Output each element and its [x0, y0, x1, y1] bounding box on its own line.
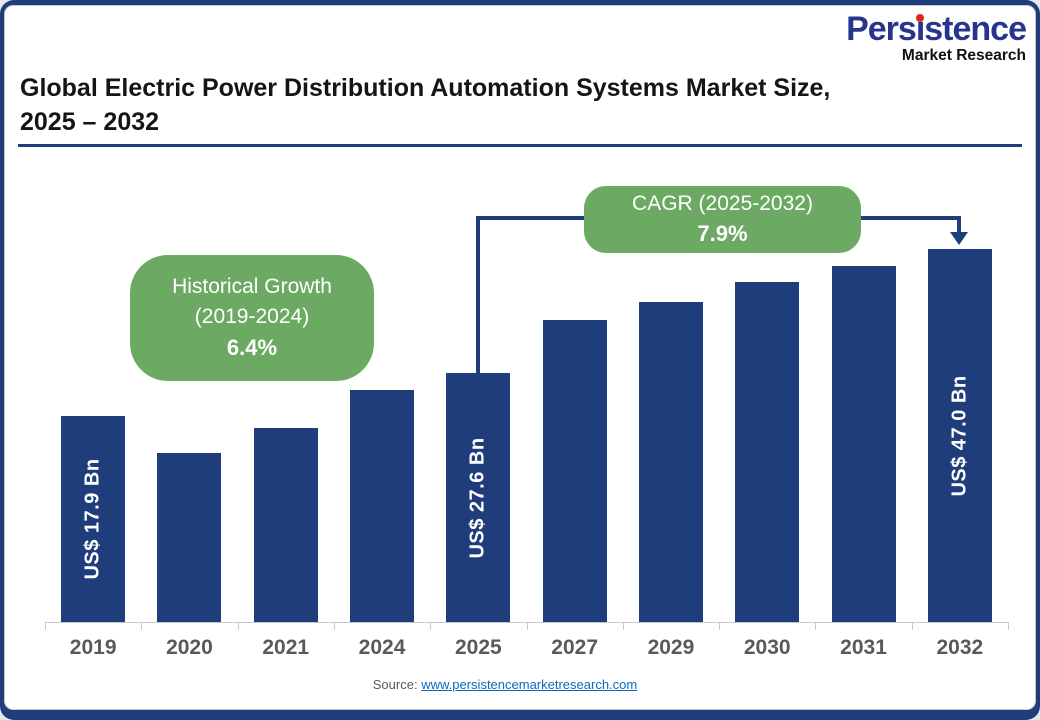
- x-axis-tick: [430, 622, 432, 630]
- cagr-callout: CAGR (2025-2032) 7.9%: [584, 186, 861, 253]
- bar-2027: [542, 320, 607, 622]
- cagr-value: 7.9%: [697, 220, 748, 246]
- x-axis-tick: [45, 622, 46, 630]
- cagr-arrowhead-icon: [950, 232, 968, 245]
- x-axis-label-2027: 2027: [551, 636, 598, 659]
- page-title: Global Electric Power Distribution Autom…: [20, 72, 1000, 140]
- x-axis-tick: [526, 622, 528, 630]
- x-axis-tick: [622, 622, 624, 630]
- bar-2031: [831, 266, 896, 622]
- source-line: Source: www.persistencemarketresearch.co…: [0, 677, 1010, 692]
- brand-logo-subtitle: Market Research: [901, 47, 1026, 64]
- brand-logo-wordmark: Persistence: [846, 10, 1027, 48]
- x-axis-tick: [237, 622, 239, 630]
- bar-2021: [253, 428, 318, 622]
- x-axis-tick: [719, 622, 721, 630]
- x-axis-label-2019: 2019: [69, 636, 117, 659]
- logo-red-dot-i: i: [915, 10, 926, 48]
- cagr-bracket-horizontal-right: [850, 216, 961, 220]
- x-axis-label-2032: 2032: [936, 636, 984, 659]
- bar-2029: [638, 302, 703, 622]
- source-link[interactable]: www.persistencemarketresearch.com: [421, 677, 638, 692]
- x-axis-label-2031: 2031: [840, 636, 887, 659]
- x-axis-label-2020: 2020: [166, 636, 213, 659]
- bar-value-label-2019: US$ 17.9 Bn: [81, 458, 104, 580]
- cagr-bracket-vertical-left: [476, 216, 480, 373]
- bar-2030: [735, 282, 800, 622]
- bar-2020: [157, 453, 222, 622]
- x-axis-tick: [333, 622, 335, 630]
- page-title-line1: Global Electric Power Distribution Autom…: [20, 74, 831, 102]
- historical-growth-value: 6.4%: [226, 335, 278, 361]
- bar-2019: US$ 17.9 Bn: [61, 416, 126, 622]
- bar-2032: US$ 47.0 Bn: [927, 249, 992, 622]
- page-title-line2: 2025 – 2032: [20, 107, 160, 136]
- historical-growth-line1: Historical Growth: [172, 274, 332, 298]
- logo-text-post: stence: [924, 10, 1027, 48]
- brand-logo: Persistence Market Research: [846, 10, 1027, 64]
- x-axis-label-2030: 2030: [743, 636, 791, 659]
- cagr-bracket-vertical-right: [957, 216, 961, 234]
- x-axis-label-2025: 2025: [454, 636, 502, 659]
- x-axis-tick: [1008, 622, 1009, 630]
- bar-2024: [350, 390, 415, 622]
- bar-value-label-2032: US$ 47.0 Bn: [948, 374, 971, 497]
- bar-2025: US$ 27.6 Bn: [446, 373, 511, 622]
- x-axis-label-2021: 2021: [262, 636, 310, 659]
- x-axis-tick: [911, 622, 913, 630]
- x-axis-tick: [141, 622, 143, 630]
- logo-text-pre: Pers: [846, 10, 917, 48]
- historical-growth-callout: Historical Growth (2019-2024) 6.4%: [130, 255, 374, 381]
- historical-growth-line2: (2019-2024): [194, 305, 310, 329]
- source-prefix: Source:: [372, 677, 418, 692]
- cagr-label: CAGR (2025-2032): [632, 192, 813, 216]
- cagr-bracket-horizontal-left: [476, 216, 606, 220]
- title-underline: [18, 144, 1022, 147]
- x-axis-label-2024: 2024: [358, 636, 406, 659]
- bar-value-label-2025: US$ 27.6 Bn: [466, 436, 489, 559]
- x-axis-label-2029: 2029: [647, 636, 695, 659]
- x-axis-tick: [815, 622, 817, 630]
